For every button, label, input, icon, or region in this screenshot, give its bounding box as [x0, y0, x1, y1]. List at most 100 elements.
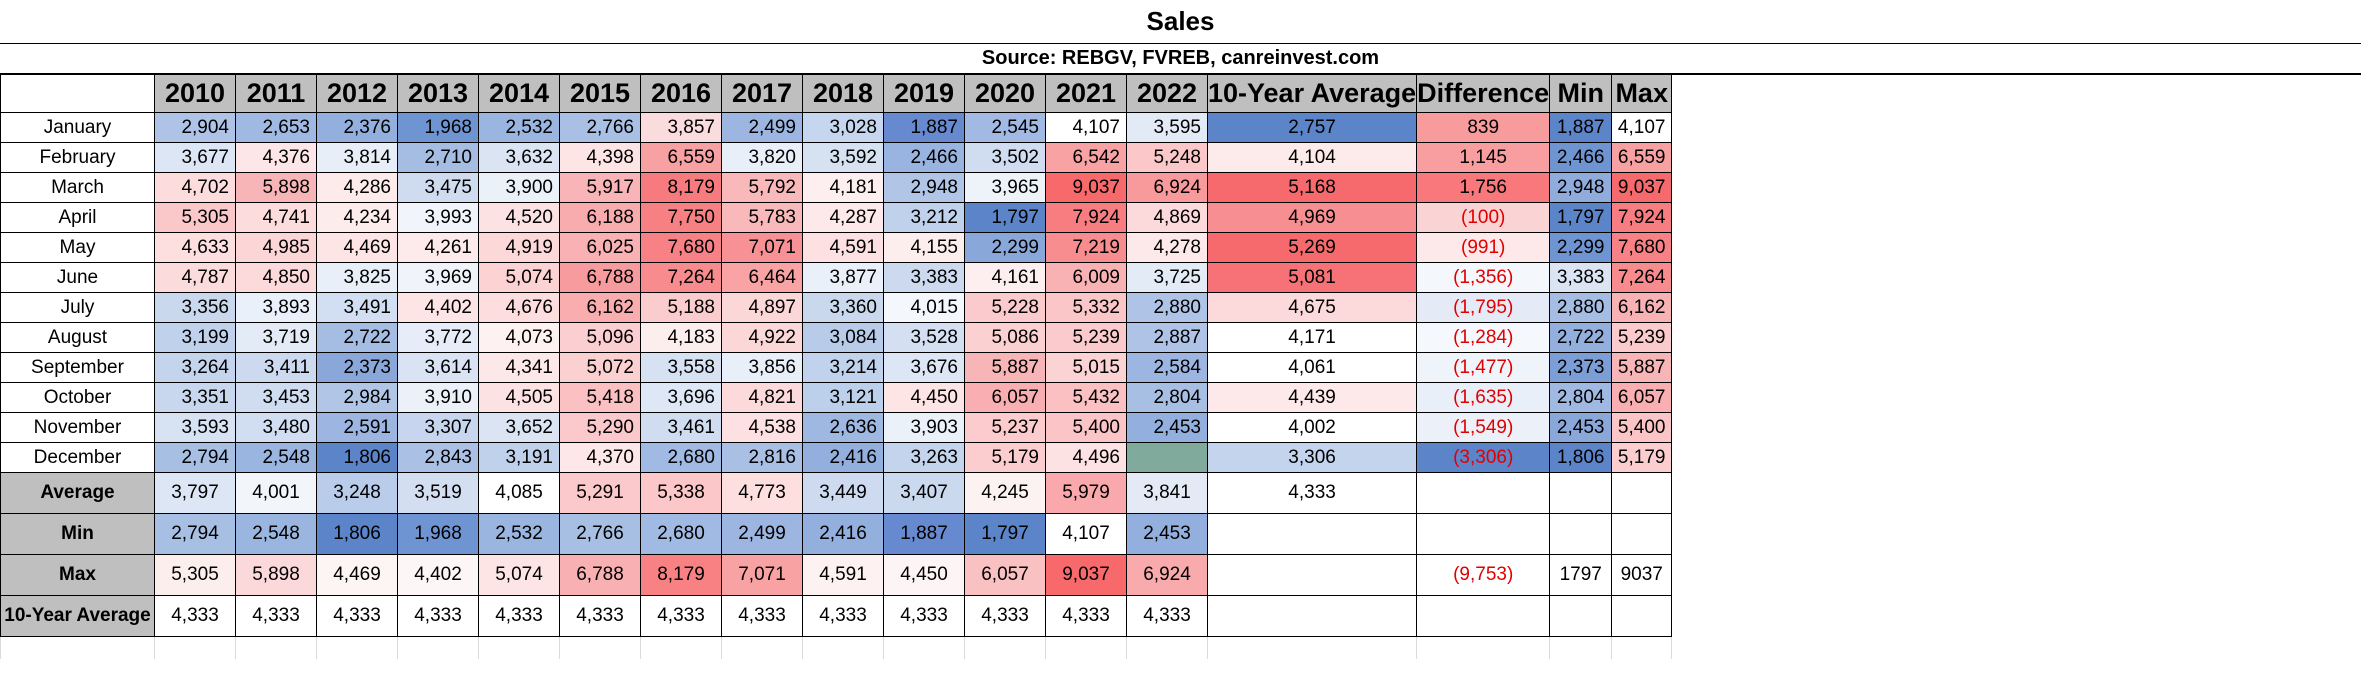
month-label[interactable]: February: [0, 142, 155, 173]
sales-cell[interactable]: 4,181: [802, 172, 884, 203]
stat-max-cell[interactable]: [1611, 513, 1673, 555]
sales-cell[interactable]: 3,877: [802, 262, 884, 293]
sales-cell[interactable]: 5,179: [964, 442, 1046, 473]
sales-cell[interactable]: 5,332: [1045, 292, 1127, 323]
sales-cell[interactable]: 2,499: [721, 112, 803, 143]
stat-cell[interactable]: 4,001: [235, 472, 317, 514]
stat-cell[interactable]: 4,333: [154, 595, 236, 637]
stat-cell[interactable]: 4,333: [802, 595, 884, 637]
sales-cell[interactable]: 3,121: [802, 382, 884, 413]
difference-cell[interactable]: (1,356): [1416, 262, 1551, 293]
difference-cell[interactable]: (1,635): [1416, 382, 1551, 413]
sales-cell[interactable]: 2,710: [397, 142, 479, 173]
sales-cell[interactable]: 4,850: [235, 262, 317, 293]
year-header-2013[interactable]: 2013: [397, 74, 479, 113]
month-label[interactable]: October: [0, 382, 155, 413]
sales-cell[interactable]: 5,400: [1045, 412, 1127, 443]
min-cell[interactable]: 1,887: [1549, 112, 1613, 143]
sales-cell[interactable]: 3,677: [154, 142, 236, 173]
empty-cell[interactable]: [0, 636, 155, 659]
difference-cell[interactable]: (1,795): [1416, 292, 1551, 323]
sales-cell[interactable]: 3,595: [1126, 112, 1208, 143]
sales-cell[interactable]: 3,199: [154, 322, 236, 353]
sales-cell[interactable]: 4,398: [559, 142, 641, 173]
difference-cell[interactable]: (1,549): [1416, 412, 1551, 443]
sales-cell[interactable]: 3,263: [883, 442, 965, 473]
sales-cell[interactable]: 4,869: [1126, 202, 1208, 233]
sales-cell[interactable]: 4,234: [316, 202, 398, 233]
sales-cell[interactable]: 3,857: [640, 112, 722, 143]
difference-cell[interactable]: 1,145: [1416, 142, 1551, 173]
sales-cell[interactable]: 4,922: [721, 322, 803, 353]
sales-cell[interactable]: 1,968: [397, 112, 479, 143]
sales-cell[interactable]: 7,219: [1045, 232, 1127, 263]
stat-cell[interactable]: 4,333: [397, 595, 479, 637]
sales-cell[interactable]: 3,356: [154, 292, 236, 323]
ten-year-average-cell[interactable]: 4,104: [1206, 142, 1418, 173]
sales-cell[interactable]: 4,286: [316, 172, 398, 203]
stat-cell[interactable]: 1,797: [964, 513, 1046, 555]
sales-cell[interactable]: 4,897: [721, 292, 803, 323]
sales-cell[interactable]: 5,237: [964, 412, 1046, 443]
stat-cell[interactable]: 5,074: [478, 554, 560, 596]
sales-cell[interactable]: 2,948: [883, 172, 965, 203]
stat-cell[interactable]: 4,333: [721, 595, 803, 637]
month-label[interactable]: January: [0, 112, 155, 143]
sales-cell[interactable]: 5,418: [559, 382, 641, 413]
ten-year-average-cell[interactable]: 4,675: [1206, 292, 1418, 323]
difference-cell[interactable]: 839: [1416, 112, 1551, 143]
ten-year-average-cell[interactable]: 2,757: [1206, 112, 1418, 143]
sales-cell[interactable]: 3,351: [154, 382, 236, 413]
sales-cell[interactable]: [1126, 442, 1208, 473]
empty-cell[interactable]: [559, 636, 641, 659]
sales-cell[interactable]: 6,162: [559, 292, 641, 323]
sales-cell[interactable]: 2,591: [316, 412, 398, 443]
stat-min-cell[interactable]: [1549, 595, 1613, 637]
sales-cell[interactable]: 3,461: [640, 412, 722, 443]
sales-cell[interactable]: 2,584: [1126, 352, 1208, 383]
sales-cell[interactable]: 3,719: [235, 322, 317, 353]
stat-cell[interactable]: 1,806: [316, 513, 398, 555]
sales-cell[interactable]: 3,900: [478, 172, 560, 203]
empty-cell[interactable]: [235, 636, 317, 659]
stat-cell[interactable]: 5,338: [640, 472, 722, 514]
stat-difference-cell[interactable]: [1416, 472, 1551, 514]
sales-cell[interactable]: 5,917: [559, 172, 641, 203]
sales-cell[interactable]: 2,680: [640, 442, 722, 473]
stat-cell[interactable]: 4,333: [1126, 595, 1208, 637]
sales-cell[interactable]: 5,086: [964, 322, 1046, 353]
empty-cell[interactable]: [1611, 636, 1673, 659]
max-cell[interactable]: 6,162: [1611, 292, 1673, 323]
empty-cell[interactable]: [1416, 636, 1551, 659]
min-cell[interactable]: 2,373: [1549, 352, 1613, 383]
ten-year-average-cell[interactable]: 5,269: [1206, 232, 1418, 263]
sales-cell[interactable]: 5,188: [640, 292, 722, 323]
stat-cell[interactable]: 5,979: [1045, 472, 1127, 514]
max-cell[interactable]: 6,057: [1611, 382, 1673, 413]
sales-cell[interactable]: 4,261: [397, 232, 479, 263]
stat-cell[interactable]: 2,680: [640, 513, 722, 555]
sales-cell[interactable]: 1,887: [883, 112, 965, 143]
sales-cell[interactable]: 5,239: [1045, 322, 1127, 353]
max-cell[interactable]: 5,239: [1611, 322, 1673, 353]
empty-cell[interactable]: [640, 636, 722, 659]
sales-cell[interactable]: 4,183: [640, 322, 722, 353]
sales-cell[interactable]: 2,880: [1126, 292, 1208, 323]
sales-cell[interactable]: 2,984: [316, 382, 398, 413]
sales-cell[interactable]: 4,155: [883, 232, 965, 263]
empty-cell[interactable]: [1206, 636, 1418, 659]
sales-cell[interactable]: 4,787: [154, 262, 236, 293]
month-label[interactable]: May: [0, 232, 155, 263]
sales-cell[interactable]: 4,015: [883, 292, 965, 323]
stat-cell[interactable]: 9,037: [1045, 554, 1127, 596]
sales-cell[interactable]: 3,592: [802, 142, 884, 173]
ten-year-average-cell[interactable]: 5,168: [1206, 172, 1418, 203]
sales-cell[interactable]: 6,009: [1045, 262, 1127, 293]
year-header-2011[interactable]: 2011: [235, 74, 317, 113]
stat-average-cell[interactable]: [1206, 513, 1418, 555]
difference-cell[interactable]: (1,477): [1416, 352, 1551, 383]
ten-year-average-cell[interactable]: 3,306: [1206, 442, 1418, 473]
sales-cell[interactable]: 3,820: [721, 142, 803, 173]
column-header-min[interactable]: Min: [1549, 74, 1613, 113]
stat-label[interactable]: 10-Year Average: [0, 595, 155, 637]
